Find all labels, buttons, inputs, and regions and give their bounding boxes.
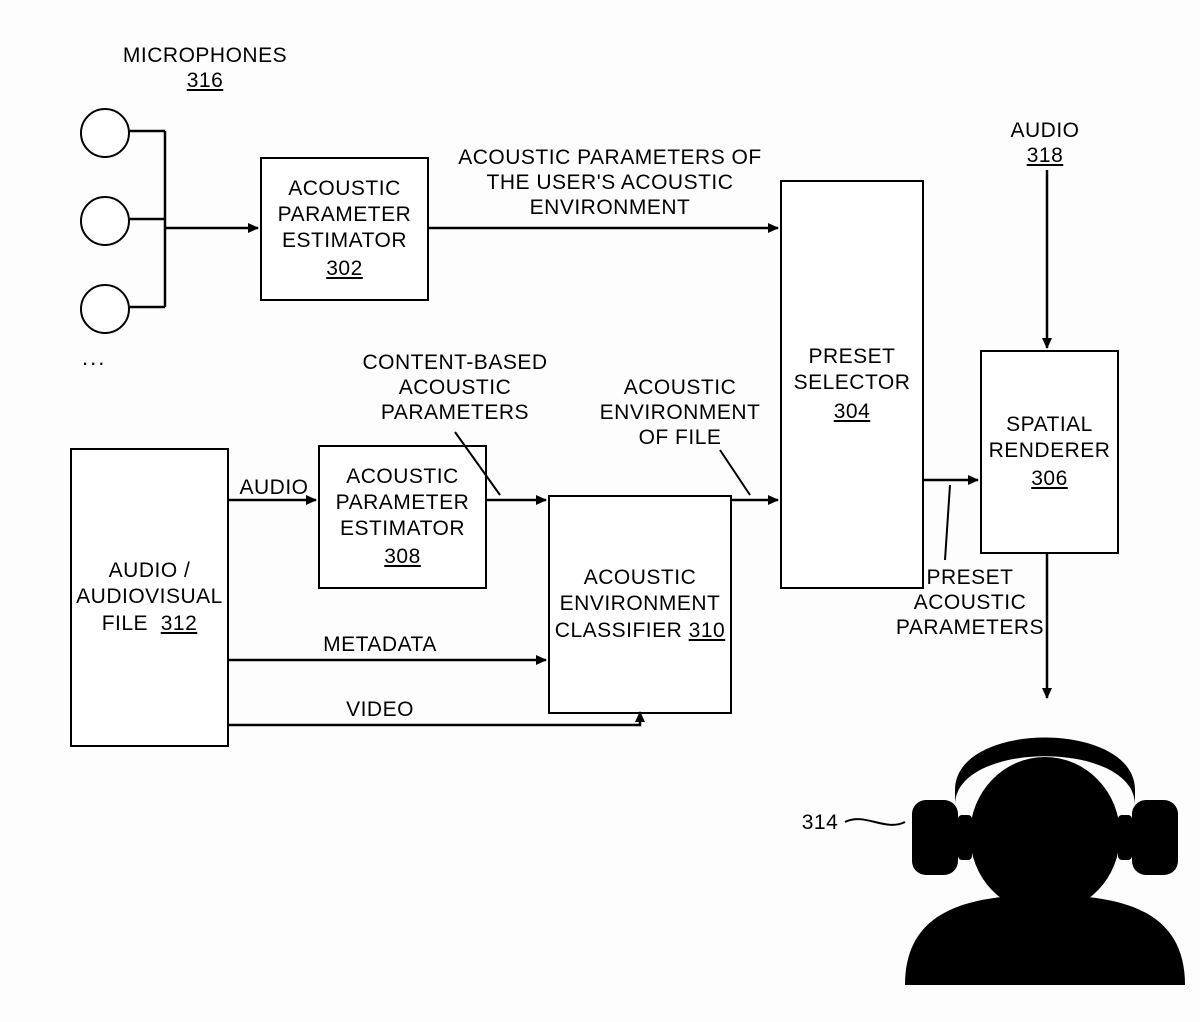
audio-text: AUDIO <box>1010 119 1079 142</box>
spatial-renderer-306: SPATIAL RENDERER 306 <box>980 350 1119 554</box>
node-text-line1: SPATIAL <box>1006 412 1093 438</box>
edge-label-acoustic-env-file: ACOUSTIC ENVIRONMENT OF FILE <box>590 375 770 451</box>
edge-label-video: VIDEO <box>310 697 450 722</box>
microphones-label: MICROPHONES 316 <box>115 43 295 93</box>
microphone-icon <box>80 108 130 158</box>
edge-label-content-based: CONTENT-BASED ACOUSTIC PARAMETERS <box>355 350 555 426</box>
node-ref: 304 <box>834 399 871 425</box>
node-text-line2: SELECTOR <box>794 370 911 396</box>
node-text-line2: RENDERER <box>989 438 1111 464</box>
edge-label-preset-params: PRESET ACOUSTIC PARAMETERS <box>880 565 1060 641</box>
audio-audiovisual-file-312: AUDIO / AUDIOVISUAL FILE 312 <box>70 448 229 747</box>
microphones-text: MICROPHONES <box>123 44 287 67</box>
microphones-ref: 316 <box>187 69 224 92</box>
node-text: ACOUSTIC PARAMETER ESTIMATOR <box>320 464 485 543</box>
node-text-line2: AUDIOVISUAL <box>76 584 223 610</box>
node-text-line1: ACOUSTIC <box>584 565 697 591</box>
ellipsis-icon: ... <box>82 345 106 371</box>
microphone-icon <box>80 284 130 334</box>
node-text-line2: ENVIRONMENT <box>560 591 721 617</box>
acoustic-environment-classifier-310: ACOUSTIC ENVIRONMENT CLASSIFIER 310 <box>548 495 732 714</box>
acoustic-parameter-estimator-302: ACOUSTIC PARAMETER ESTIMATOR 302 <box>260 157 429 301</box>
node-text-line3-row: FILE 312 <box>102 611 198 637</box>
audio-318-label: AUDIO 318 <box>995 118 1095 168</box>
edge-label-audio: AUDIO <box>234 475 314 500</box>
diagram-canvas: MICROPHONES 316 ... ACOUSTIC PARAMETER E… <box>0 0 1200 1022</box>
headphones-314-label: 314 <box>790 810 850 835</box>
node-text-line1: AUDIO / <box>109 558 191 584</box>
node-ref: 308 <box>384 544 421 570</box>
node-ref: 306 <box>1031 466 1068 492</box>
headphones-user-icon <box>905 738 1185 986</box>
node-text: ACOUSTIC PARAMETER ESTIMATOR <box>262 176 427 255</box>
microphone-icon <box>80 196 130 246</box>
acoustic-parameter-estimator-308: ACOUSTIC PARAMETER ESTIMATOR 308 <box>318 445 487 589</box>
preset-selector-304: PRESET SELECTOR 304 <box>780 180 924 589</box>
node-text-line1: PRESET <box>808 344 895 370</box>
node-ref: 310 <box>689 619 726 642</box>
edge-label-acoustic-params-env: ACOUSTIC PARAMETERS OF THE USER'S ACOUST… <box>455 145 765 221</box>
node-text-line3-row: CLASSIFIER 310 <box>555 618 725 644</box>
edge-label-metadata: METADATA <box>310 632 450 657</box>
node-ref: 312 <box>161 612 198 635</box>
node-ref: 302 <box>326 256 363 282</box>
audio-ref: 318 <box>1027 144 1064 167</box>
